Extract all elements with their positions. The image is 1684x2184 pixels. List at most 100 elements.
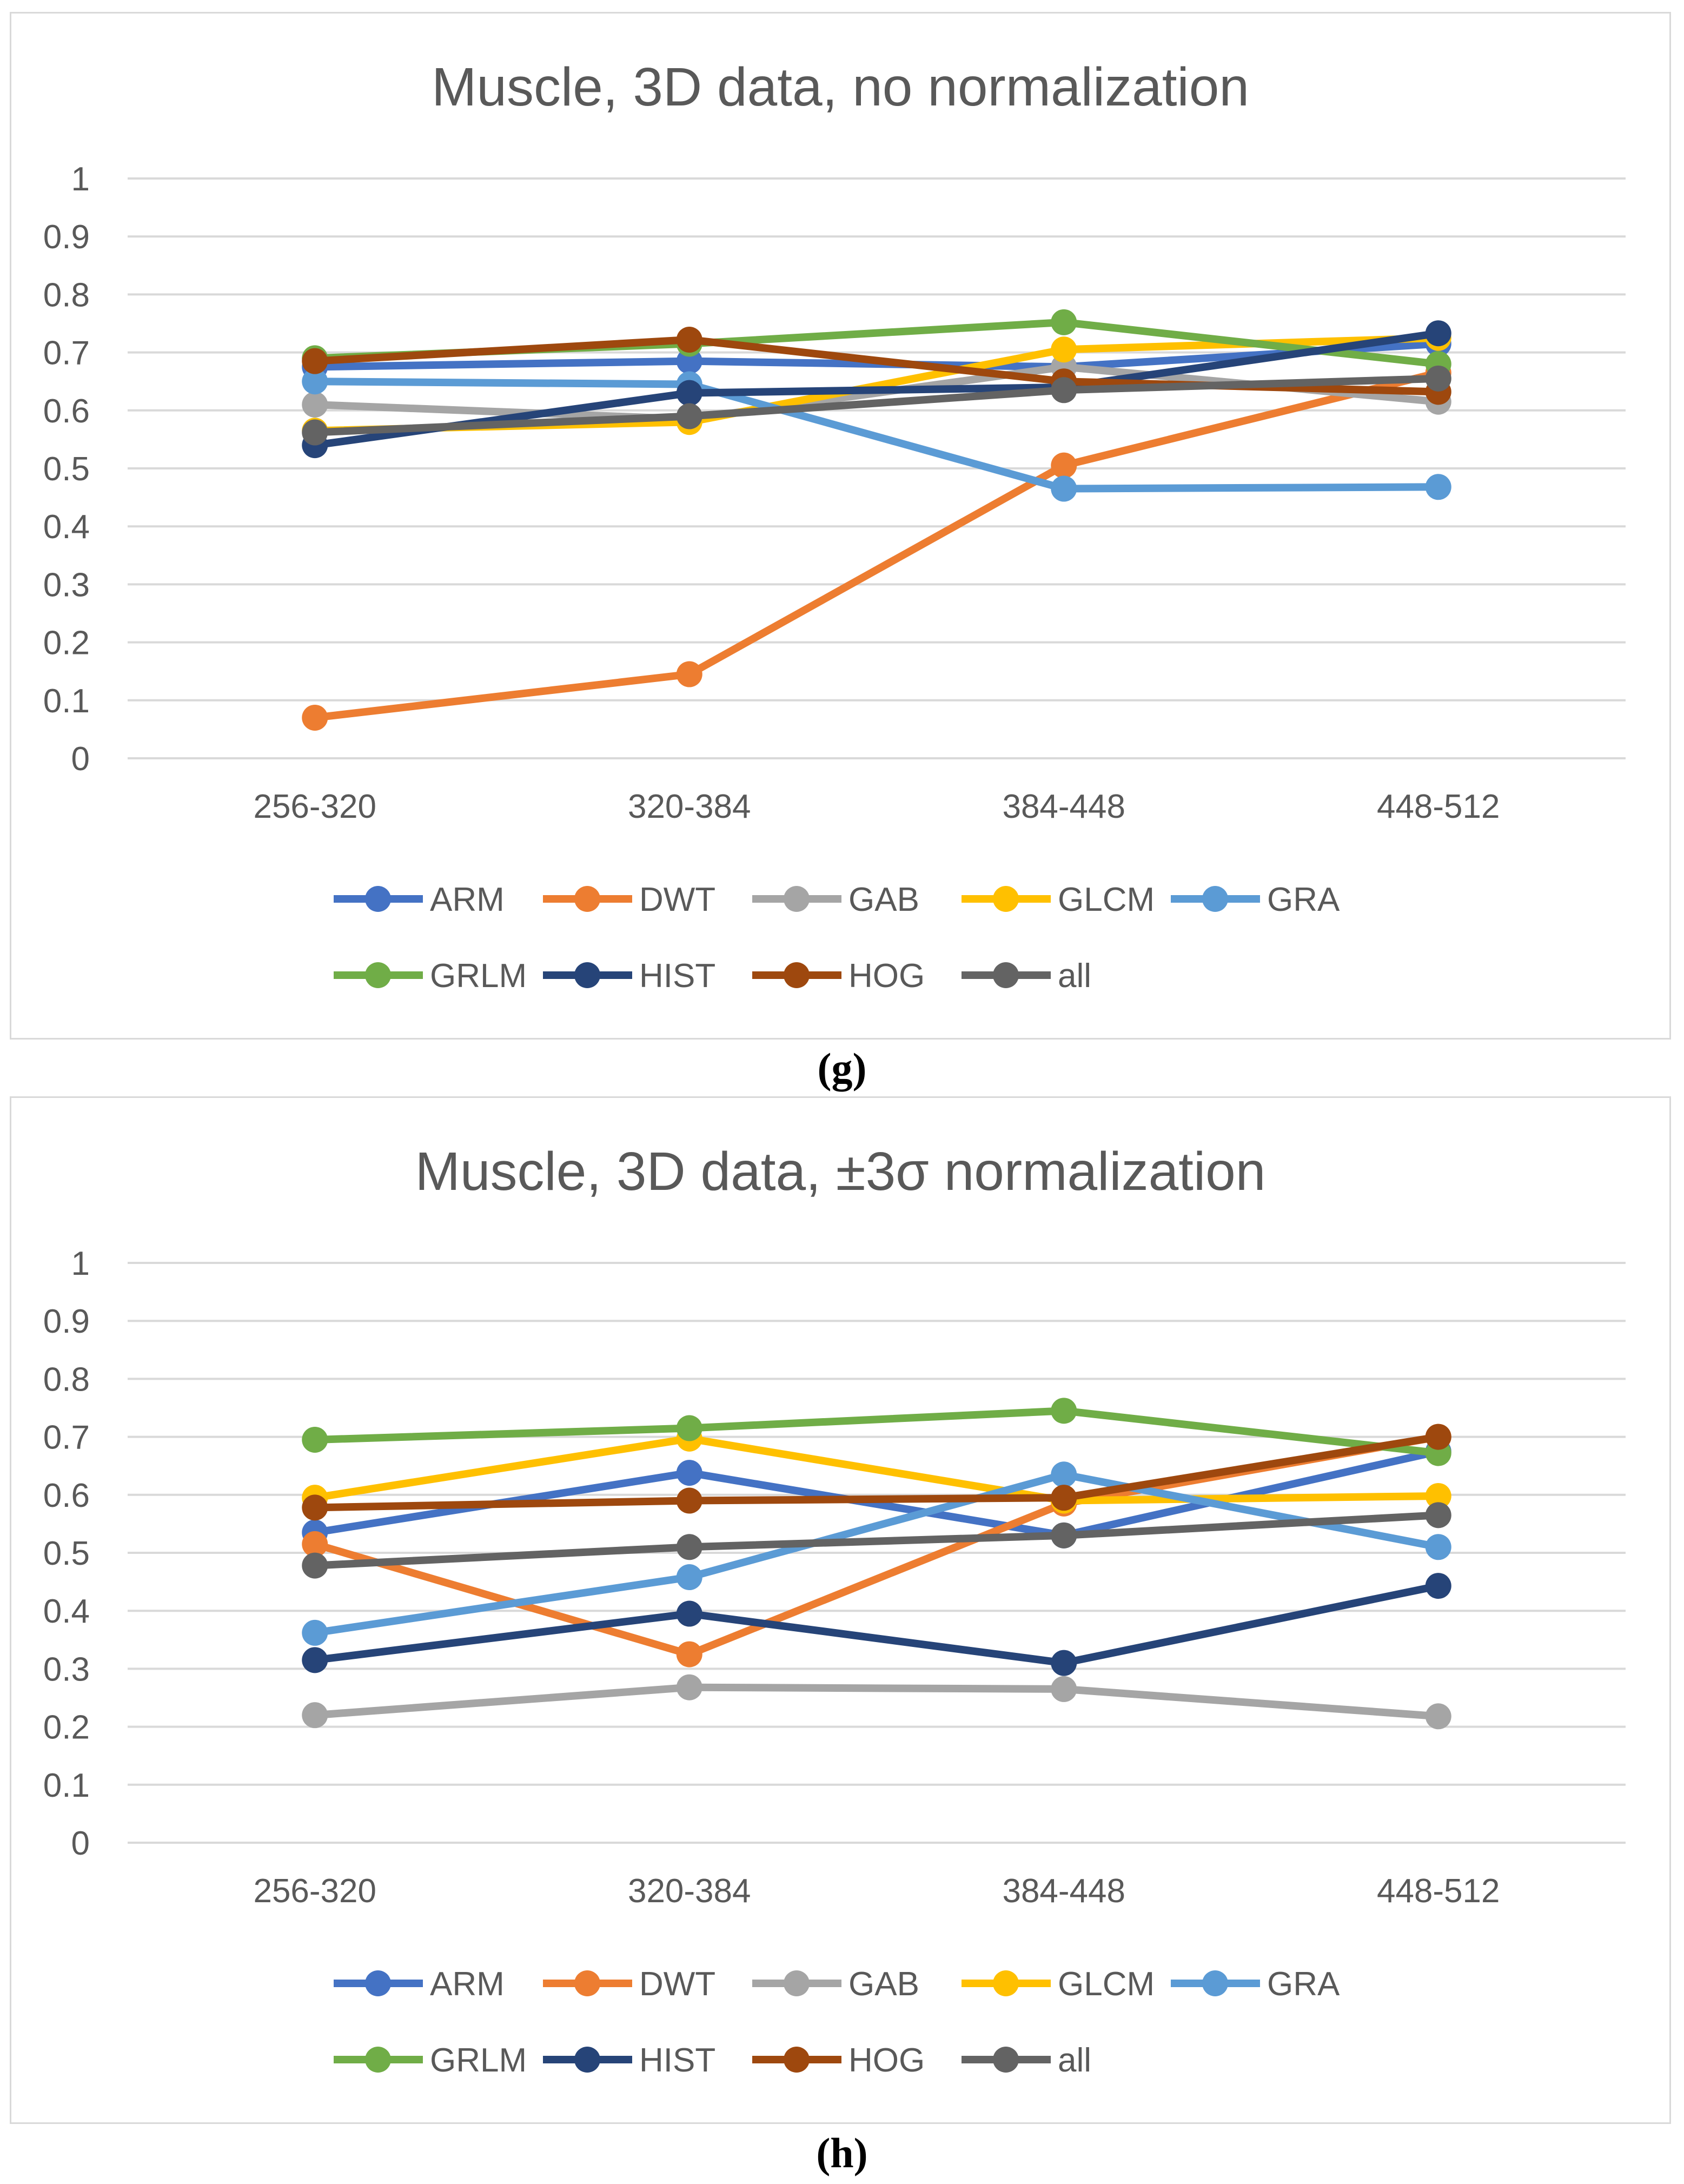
y-tick-label: 0.3 bbox=[43, 1651, 90, 1688]
data-point-gra bbox=[1051, 475, 1077, 502]
data-point-gra bbox=[1051, 1461, 1077, 1488]
data-point-gab bbox=[1051, 1676, 1077, 1702]
legend-label: all bbox=[1058, 2042, 1091, 2079]
data-point-dwt bbox=[302, 1531, 328, 1557]
legend-label: GRA bbox=[1267, 881, 1340, 918]
series-line-glcm bbox=[311, 1434, 1442, 1505]
series-line-gra bbox=[311, 378, 1442, 493]
data-point-gab bbox=[676, 1674, 702, 1700]
legend-swatch-marker bbox=[993, 1970, 1019, 1996]
chart-title: Muscle, 3D data, ±3σ normalization bbox=[415, 1141, 1266, 1202]
legend-item-gab: GAB bbox=[752, 881, 919, 918]
legend-item-hog: HOG bbox=[752, 2042, 925, 2079]
legend-item-grlm: GRLM bbox=[334, 2042, 527, 2079]
legend-swatch-marker bbox=[365, 1970, 391, 1996]
figure-caption-g: (g) bbox=[817, 1044, 867, 1091]
data-point-gra bbox=[676, 1564, 702, 1591]
legend-swatch-marker bbox=[784, 2047, 810, 2073]
data-point-all bbox=[1425, 365, 1451, 392]
y-tick-label: 1 bbox=[71, 1245, 90, 1282]
series-line-gra bbox=[311, 1471, 1442, 1637]
legend-swatch-marker bbox=[365, 2047, 391, 2073]
y-tick-label: 1 bbox=[71, 161, 90, 198]
legend-label: ARM bbox=[430, 881, 505, 918]
legend-label: HIST bbox=[639, 2042, 715, 2079]
y-tick-label: 0.5 bbox=[43, 1535, 90, 1572]
series-line-gab bbox=[311, 1683, 1442, 1720]
y-tick-label: 0.9 bbox=[43, 1303, 90, 1340]
legend-label: HIST bbox=[639, 957, 715, 995]
y-tick-label: 0 bbox=[71, 1825, 90, 1862]
data-point-hist bbox=[1425, 1573, 1451, 1599]
y-tick-label: 0.6 bbox=[43, 1477, 90, 1514]
legend-label: DWT bbox=[639, 881, 715, 918]
data-point-gra bbox=[1425, 474, 1451, 500]
y-tick-label: 0.5 bbox=[43, 451, 90, 488]
legend-label: HOG bbox=[848, 2042, 925, 2079]
chart-title: Muscle, 3D data, no normalization bbox=[432, 57, 1249, 117]
series-line-all bbox=[311, 374, 1442, 436]
legend-item-hist: HIST bbox=[543, 957, 715, 995]
legend-item-glcm: GLCM bbox=[962, 881, 1155, 918]
legend-item-dwt: DWT bbox=[543, 881, 715, 918]
legend-label: GRLM bbox=[430, 957, 527, 995]
legend-item-gra: GRA bbox=[1171, 1965, 1340, 2003]
legend-label: GLCM bbox=[1058, 881, 1155, 918]
legend-item-gab: GAB bbox=[752, 1965, 919, 2003]
legend-item-grlm: GRLM bbox=[334, 957, 527, 995]
legend-label: GLCM bbox=[1058, 1965, 1155, 2003]
legend-item-arm: ARM bbox=[334, 1965, 505, 2003]
line-chart-g: Muscle, 3D data, no normalization 0 0.1 0.2… bbox=[43, 57, 1626, 995]
data-point-arm bbox=[676, 1460, 702, 1486]
legend-item-hog: HOG bbox=[752, 957, 925, 995]
data-point-all bbox=[1051, 377, 1077, 403]
legend-swatch-marker bbox=[993, 962, 1019, 988]
legend-item-glcm: GLCM bbox=[962, 1965, 1155, 2003]
data-point-gra bbox=[302, 1619, 328, 1646]
x-tick-label: 256-320 bbox=[253, 1872, 376, 1910]
data-point-gab bbox=[1425, 1703, 1451, 1730]
data-point-hist bbox=[302, 1647, 328, 1673]
data-point-all bbox=[302, 1552, 328, 1579]
data-point-hog bbox=[302, 1494, 328, 1521]
legend-swatch-marker bbox=[574, 1970, 600, 1996]
legend-swatch-marker bbox=[574, 886, 600, 912]
chart-panel-g: Muscle, 3D data, no normalization 0 0.1 0.2… bbox=[10, 12, 1671, 1040]
y-tick-label: 0.1 bbox=[43, 683, 90, 720]
y-tick-label: 0.4 bbox=[43, 1593, 90, 1630]
legend-swatch-marker bbox=[784, 886, 810, 912]
x-tick-label: 320-384 bbox=[628, 788, 751, 825]
y-tick-label: 0.2 bbox=[43, 625, 90, 662]
data-point-all bbox=[676, 403, 702, 429]
series-line-grlm bbox=[311, 1407, 1442, 1457]
x-tick-label: 384-448 bbox=[1002, 1872, 1125, 1910]
legend-swatch-marker bbox=[784, 962, 810, 988]
legend-item-hist: HIST bbox=[543, 2042, 715, 2079]
y-tick-label: 0.6 bbox=[43, 393, 90, 430]
legend-swatch-marker bbox=[993, 2047, 1019, 2073]
data-point-grlm bbox=[1051, 309, 1077, 335]
legend-label: GRLM bbox=[430, 2042, 527, 2079]
data-point-grlm bbox=[676, 1415, 702, 1441]
data-point-hist bbox=[1051, 1650, 1077, 1676]
data-point-all bbox=[676, 1534, 702, 1560]
y-tick-label: 0.2 bbox=[43, 1709, 90, 1746]
y-tick-label: 0.3 bbox=[43, 566, 90, 604]
data-point-grlm bbox=[1051, 1398, 1077, 1424]
data-point-hog bbox=[302, 348, 328, 374]
series-line-dwt bbox=[311, 369, 1442, 722]
data-point-hist bbox=[1425, 320, 1451, 347]
series-line-hist bbox=[311, 1582, 1442, 1667]
legend-swatch-marker bbox=[574, 962, 600, 988]
x-tick-label: 384-448 bbox=[1002, 788, 1125, 825]
series-line-hog bbox=[311, 1433, 1442, 1512]
y-tick-label: 0.8 bbox=[43, 1361, 90, 1398]
legend-swatch-marker bbox=[1202, 886, 1228, 912]
y-tick-label: 0 bbox=[71, 740, 90, 778]
data-point-hog bbox=[1425, 1424, 1451, 1450]
legend-label: GAB bbox=[848, 1965, 919, 2003]
chart-panel-h: Muscle, 3D data, ±3σ normalization 0 0.1 0.… bbox=[10, 1096, 1671, 2124]
data-point-hog bbox=[1051, 1485, 1077, 1511]
legend-label: all bbox=[1058, 957, 1091, 995]
series-line-hist bbox=[311, 329, 1442, 449]
